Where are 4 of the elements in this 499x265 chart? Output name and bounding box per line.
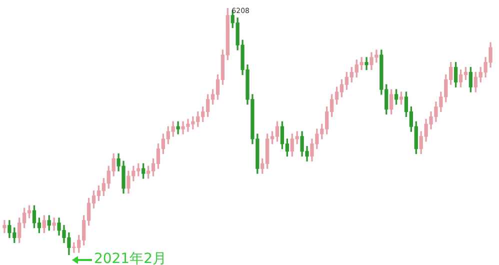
- candlestick: [2, 220, 6, 234]
- candlestick: [52, 218, 56, 231]
- candlestick: [364, 57, 368, 70]
- annotation: 2021年2月: [94, 251, 166, 265]
